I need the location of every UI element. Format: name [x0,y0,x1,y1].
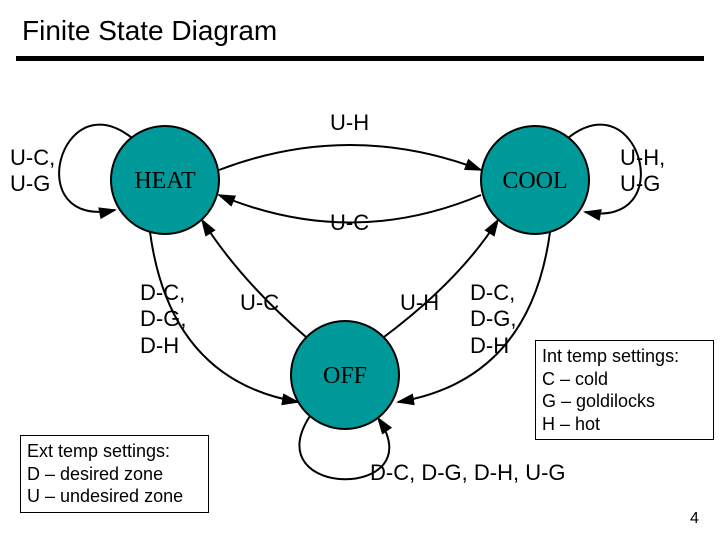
label-heat-off: D-C,D-G,D-H [140,280,186,359]
label-cool-off: D-C,D-G,D-H [470,280,516,359]
edge-label-uc-left: U-C [240,290,279,316]
edge-heat-to-cool [219,145,481,170]
edge-label-off-self: D-C, D-G, D-H, U-G [370,460,566,486]
label-cool-self: U-H,U-G [620,145,665,198]
state-label-cool: COOL [502,168,567,194]
state-label-off: OFF [323,363,367,389]
edge-label-uc-mid: U-C [330,210,369,236]
label-heat-self: U-C,U-G [10,145,55,198]
edge-label-uh-top: U-H [330,110,369,136]
state-label-heat: HEAT [134,168,196,194]
slide: Finite State Diagram HEATCOOLOFF U-H U-C… [0,0,720,540]
legend-ext: Ext temp settings:D – desired zoneU – un… [20,435,209,513]
edge-label-uh-right: U-H [400,290,439,316]
legend-int: Int temp settings:C – coldG – goldilocks… [535,340,714,440]
page-number: 4 [690,510,699,528]
edge-off-to-heat-inner [202,220,306,337]
